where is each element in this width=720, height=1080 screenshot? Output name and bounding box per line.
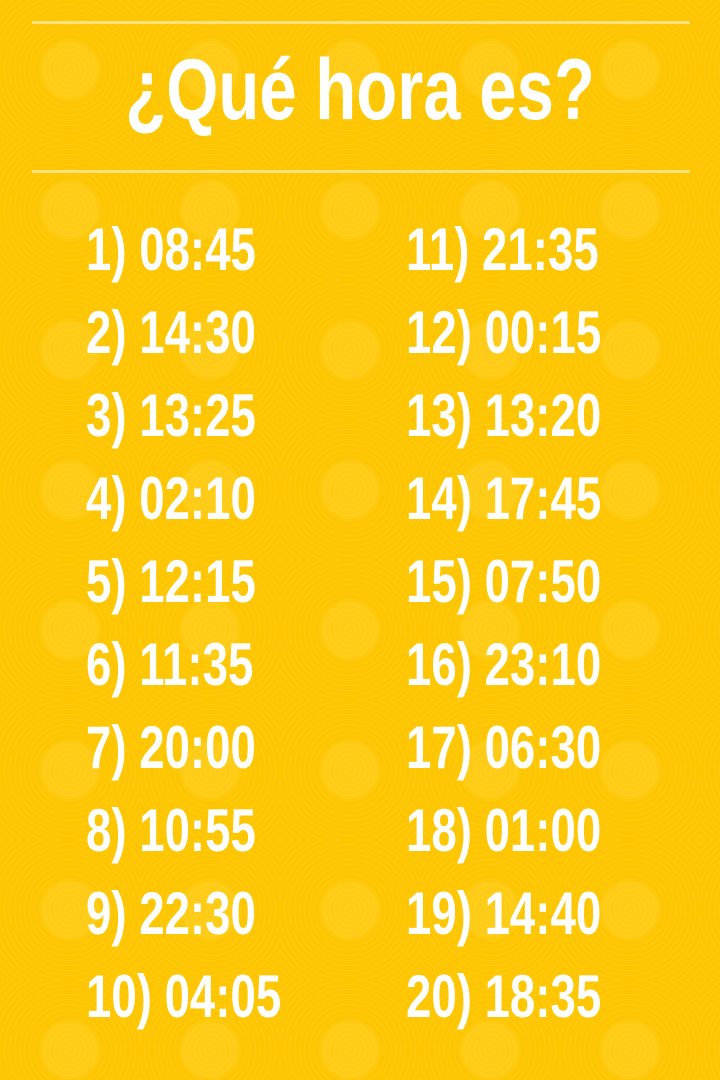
time-item: 4) 02:10 [86, 465, 256, 532]
time-item: 3) 13:25 [86, 382, 256, 449]
top-divider [32, 21, 690, 24]
time-item: 14) 17:45 [406, 465, 602, 532]
time-item: 20) 18:35 [406, 963, 602, 1030]
page-title: ¿Qué hora es? [125, 42, 595, 138]
time-item: 17) 06:30 [406, 714, 602, 781]
time-item: 19) 14:40 [406, 880, 602, 947]
time-item: 12) 00:15 [406, 299, 602, 366]
time-item: 13) 13:20 [406, 382, 602, 449]
time-item: 9) 22:30 [86, 880, 256, 947]
time-item: 16) 23:10 [406, 631, 602, 698]
time-item: 11) 21:35 [406, 216, 599, 283]
time-item: 7) 20:00 [86, 714, 256, 781]
time-item: 15) 07:50 [406, 548, 602, 615]
time-item: 8) 10:55 [86, 797, 256, 864]
time-item: 1) 08:45 [86, 216, 256, 283]
time-item: 5) 12:15 [86, 548, 256, 615]
time-item: 10) 04:05 [86, 963, 282, 1030]
bottom-divider [32, 170, 690, 173]
time-item: 6) 11:35 [86, 631, 254, 698]
time-item: 18) 01:00 [406, 797, 602, 864]
time-item: 2) 14:30 [86, 299, 256, 366]
